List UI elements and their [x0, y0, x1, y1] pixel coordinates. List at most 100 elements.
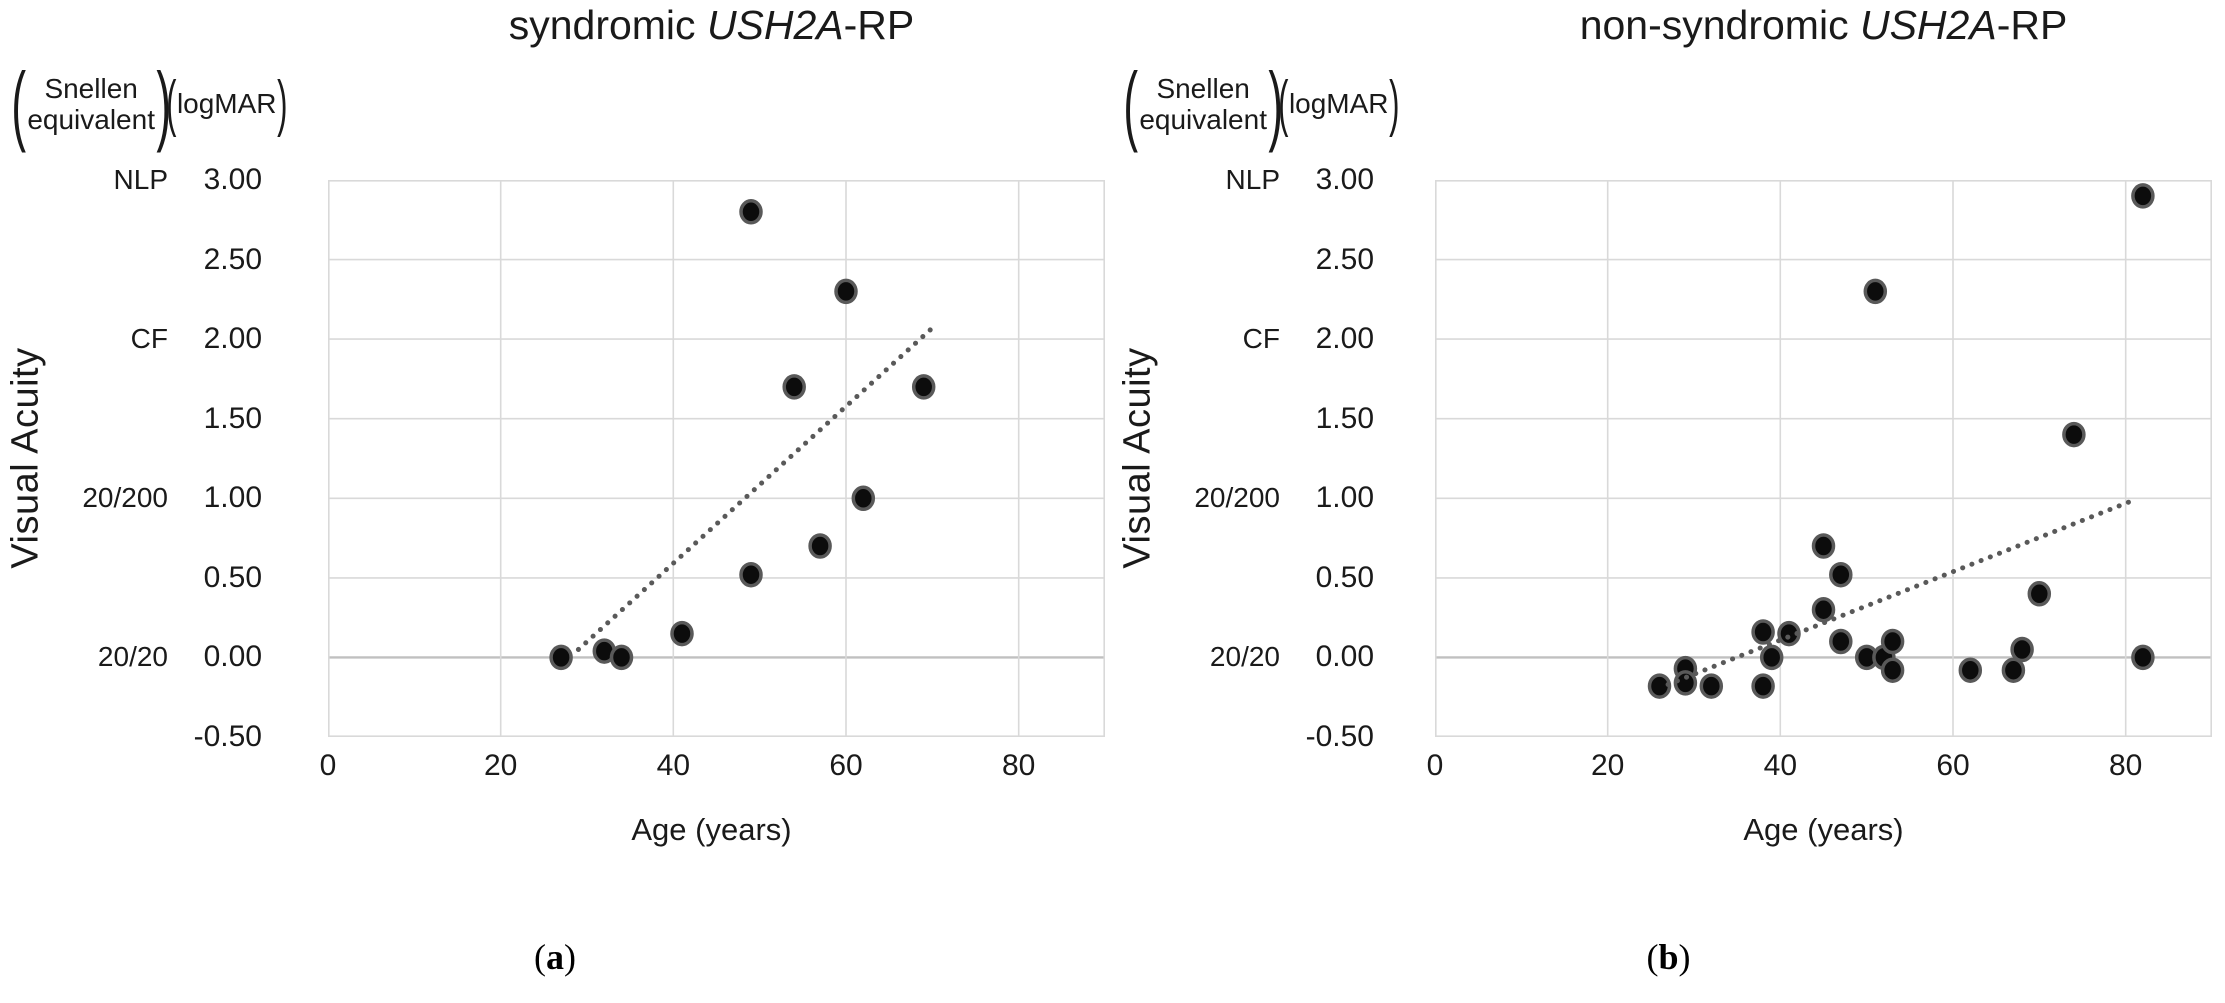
panel-label-a: (a) — [534, 937, 576, 977]
data-point — [834, 278, 858, 305]
plot-border — [328, 180, 1105, 737]
data-point — [1699, 673, 1724, 699]
plot-border — [1435, 180, 2212, 737]
close-paren-glyph: ) — [1388, 69, 1400, 139]
data-point — [782, 374, 806, 400]
y-axis-unit-header: ( Snellen equivalent ) ( logMAR ) — [11, 53, 288, 153]
logmar-tick-label: -0.50 — [1305, 720, 1374, 753]
x-tick-label: 0 — [1426, 749, 1444, 782]
close-paren-glyph: ) — [1268, 53, 1283, 153]
snellen-tick-label: NLP — [1225, 164, 1280, 195]
x-axis-title: Age (years) — [1743, 812, 1904, 847]
title-gene-italic: USH2A — [706, 2, 844, 48]
close-paren-glyph: ) — [276, 69, 288, 139]
data-point — [2027, 581, 2052, 607]
title-suffix: -RP — [1996, 2, 2068, 48]
chart-title: syndromic USH2A-RP — [323, 2, 1100, 49]
data-point — [1751, 619, 1775, 645]
data-point — [1673, 670, 1698, 696]
y-axis-unit-header: ( Snellen equivalent ) ( logMAR ) — [1123, 53, 1400, 153]
x-tick-label: 40 — [1763, 749, 1798, 782]
x-tick-label: 20 — [1590, 749, 1625, 782]
close-paren-glyph: ) — [156, 53, 171, 153]
logmar-tick-label: 2.00 — [203, 322, 262, 356]
data-point — [2001, 657, 2026, 683]
data-point — [609, 644, 634, 671]
x-tick-label: 80 — [2108, 749, 2143, 782]
snellen-tick-label: 20/200 — [1194, 482, 1280, 514]
data-point — [1958, 657, 1983, 683]
data-point — [2062, 421, 2086, 448]
logmar-label: logMAR — [176, 88, 277, 119]
data-point — [1829, 561, 1853, 588]
x-axis-title: Age (years) — [631, 812, 792, 847]
logmar-label: logMAR — [1288, 88, 1389, 119]
logmar-tick-label: 0.00 — [203, 640, 262, 674]
data-point — [670, 620, 694, 647]
x-tick-label: 0 — [319, 749, 337, 782]
x-tick-label: 80 — [1001, 749, 1036, 782]
open-paren-glyph: ( — [1123, 53, 1138, 153]
snellen-tick-label: 20/20 — [1209, 641, 1280, 673]
x-tick-label: 60 — [829, 749, 863, 782]
x-tick-label: 20 — [483, 749, 518, 782]
x-tick-label: 60 — [1936, 749, 1970, 782]
logmar-tick-label: 2.50 — [203, 242, 262, 276]
data-point — [1880, 657, 1905, 683]
logmar-tick-label: -0.50 — [193, 720, 262, 753]
data-point — [1751, 673, 1775, 699]
data-point — [2010, 636, 2034, 663]
data-point — [739, 199, 763, 225]
data-point — [2131, 644, 2155, 671]
logmar-tick-label: 1.00 — [203, 481, 262, 515]
data-point — [1863, 278, 1888, 305]
trendline — [1665, 497, 2137, 687]
snellen-tick-label: CF — [130, 323, 168, 355]
data-point — [1759, 644, 1784, 671]
data-point — [851, 485, 876, 512]
chart-title: non-syndromic USH2A-RP — [1435, 2, 2212, 49]
data-point — [1811, 533, 1836, 559]
title-prefix: non-syndromic — [1579, 2, 1860, 48]
data-point — [549, 644, 573, 671]
panel-b: non-syndromic USH2A-RP ( Snellen equivale… — [1112, 0, 2225, 1003]
logmar-tick-label: 1.50 — [203, 401, 262, 435]
y-axis-title: Visual Acuity — [4, 347, 47, 569]
snellen-equivalent-label: Snellen equivalent — [27, 73, 155, 135]
logmar-tick-label: 1.50 — [1315, 401, 1374, 435]
panel-a: syndromic USH2A-RP ( Snellen equivalent )… — [0, 0, 1110, 1003]
title-suffix: -RP — [843, 2, 915, 48]
logmar-tick-label: 2.50 — [1315, 242, 1374, 276]
logmar-tick-label: 3.00 — [203, 163, 262, 196]
title-prefix: syndromic — [508, 2, 707, 48]
scatter-plot-b — [1435, 180, 2212, 737]
panel-label-b: (b) — [1646, 937, 1691, 977]
logmar-tick-label: 2.00 — [1315, 322, 1374, 356]
title-gene-italic: USH2A — [1859, 2, 1997, 48]
logmar-tick-label: 3.00 — [1315, 163, 1374, 196]
data-point — [739, 561, 763, 588]
logmar-tick-label: 0.50 — [1315, 560, 1374, 594]
scatter-plot-a — [328, 180, 1105, 737]
data-point — [1829, 628, 1853, 655]
y-axis-title: Visual Acuity — [1116, 347, 1159, 569]
snellen-tick-label: 20/20 — [97, 641, 168, 673]
open-paren-glyph: ( — [166, 69, 177, 139]
snellen-tick-label: 20/200 — [82, 482, 168, 514]
logmar-tick-label: 1.00 — [1315, 481, 1374, 515]
data-point — [1880, 628, 1905, 655]
data-point — [1811, 596, 1836, 623]
open-paren-glyph: ( — [11, 53, 26, 153]
logmar-tick-label: 0.50 — [203, 560, 262, 594]
snellen-tick-label: CF — [1242, 323, 1280, 355]
snellen-tick-label: NLP — [113, 164, 168, 195]
snellen-equivalent-label: Snellen equivalent — [1139, 73, 1267, 135]
data-point — [911, 374, 936, 400]
open-paren-glyph: ( — [1278, 69, 1289, 139]
trendline — [575, 325, 935, 652]
data-point — [2131, 183, 2155, 209]
data-point — [808, 533, 832, 559]
x-tick-label: 40 — [656, 749, 691, 782]
logmar-tick-label: 0.00 — [1315, 640, 1374, 674]
